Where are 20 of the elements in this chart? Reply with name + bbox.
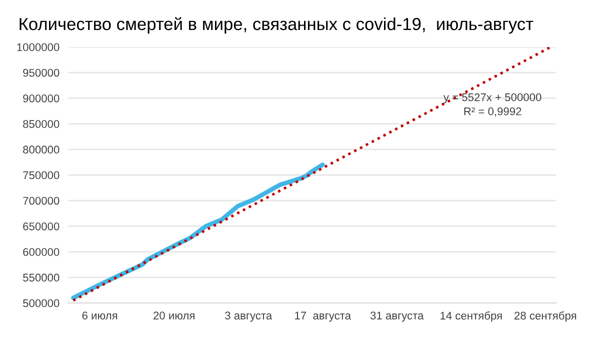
y-tick-label: 800000 <box>23 146 60 154</box>
y-tick-label: 900000 <box>23 94 60 102</box>
x-tick-label: 28 сентября <box>514 311 576 322</box>
y-tick-label: 500000 <box>23 299 60 308</box>
x-tick-label: 14 сентября <box>440 311 502 322</box>
y-tick-label: 700000 <box>23 196 60 205</box>
y-tick-label: 750000 <box>23 171 60 180</box>
chart-title: Количество смертей в мире, связанных с covid-19, июль-август <box>20 17 534 34</box>
x-tick-label: 17 августа <box>295 312 352 322</box>
y-tick-label: 1000000 <box>17 43 60 52</box>
x-tick-label: 6 июля <box>82 312 118 320</box>
y-tick-label: 600000 <box>23 248 60 256</box>
y-tick-label: 850000 <box>23 120 60 128</box>
x-tick-label: 20 июля <box>154 312 194 320</box>
y-tick-label: 950000 <box>23 68 60 77</box>
y-tick-label: 550000 <box>23 274 60 282</box>
annotation: R² = 0,9992 <box>464 107 522 117</box>
y-tick-label: 650000 <box>23 222 60 230</box>
x-tick-label: 31 августа <box>370 312 424 322</box>
x-tick-label: 3 августа <box>225 312 272 322</box>
